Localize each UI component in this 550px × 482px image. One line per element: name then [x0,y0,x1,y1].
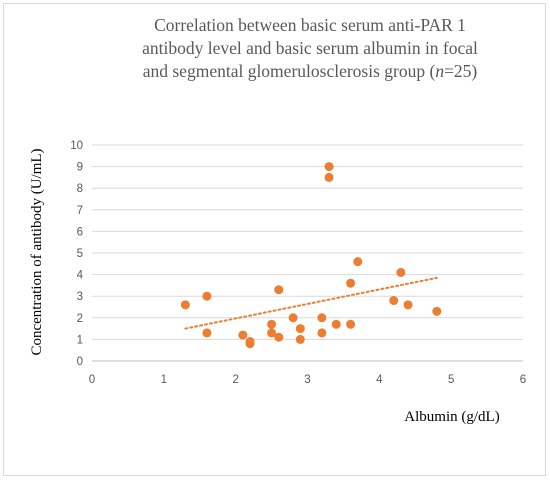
data-point [238,330,248,340]
x-tick-label: 5 [448,374,454,386]
x-tick-label: 3 [304,374,310,386]
y-tick-label: 10 [70,140,83,152]
data-point [245,339,255,349]
data-point [331,319,341,329]
x-tick-label: 1 [161,374,167,386]
data-point [274,285,284,295]
data-points [180,162,442,349]
data-point [202,328,212,338]
title-line-3-text: and segmental glomerulosclerosis group ( [142,61,436,81]
y-tick-label: 3 [77,291,83,303]
data-point [202,291,212,301]
x-tick-label: 2 [232,374,238,386]
y-tick-label: 2 [77,313,83,325]
data-point [267,319,277,329]
y-tick-label: 4 [77,270,84,282]
y-tick-labels: 0 1 2 3 4 5 6 7 8 9 10 [70,140,83,368]
y-tick-label: 1 [77,334,83,346]
y-tick-label: 5 [77,248,83,260]
y-tick-label: 0 [77,356,83,368]
chart-frame [3,3,546,476]
title-line-3: and segmental glomerulosclerosis group (… [90,60,530,83]
x-tick-labels: 0 1 2 3 4 5 6 [89,374,526,386]
data-point [317,313,327,323]
y-axis-label: Concentration of antibody (U/mL) [29,148,45,355]
data-point [389,296,399,306]
x-axis-label: Albumin (g/dL) [404,409,499,425]
data-point [396,267,406,277]
trendline [184,276,438,330]
x-tick-label: 6 [520,374,526,386]
data-point [432,306,442,316]
data-point [346,319,356,329]
title-n-italic: n [435,61,445,81]
y-tick-label: 9 [77,162,83,174]
data-point [295,334,305,344]
data-point [346,278,356,288]
y-tick-label: 7 [77,205,83,217]
data-point [324,172,334,182]
data-point [274,332,284,342]
x-tick-label: 4 [376,374,383,386]
data-point [180,300,190,310]
data-point [288,313,298,323]
data-point [324,162,334,172]
data-point [353,257,363,267]
data-point [295,324,305,334]
title-line-2: antibody level and basic serum albumin i… [142,38,478,58]
data-point [267,328,277,338]
x-tick-label: 0 [89,374,95,386]
title-line-3-end: =25) [444,61,478,81]
gridlines [92,144,523,340]
data-point [317,328,327,338]
y-tick-label: 6 [77,226,83,238]
data-point [403,300,413,310]
y-tick-label: 8 [77,183,83,195]
title-line-1: Correlation between basic serum anti-PAR… [154,15,466,35]
chart-title: Correlation between basic serum anti-PAR… [90,14,530,83]
